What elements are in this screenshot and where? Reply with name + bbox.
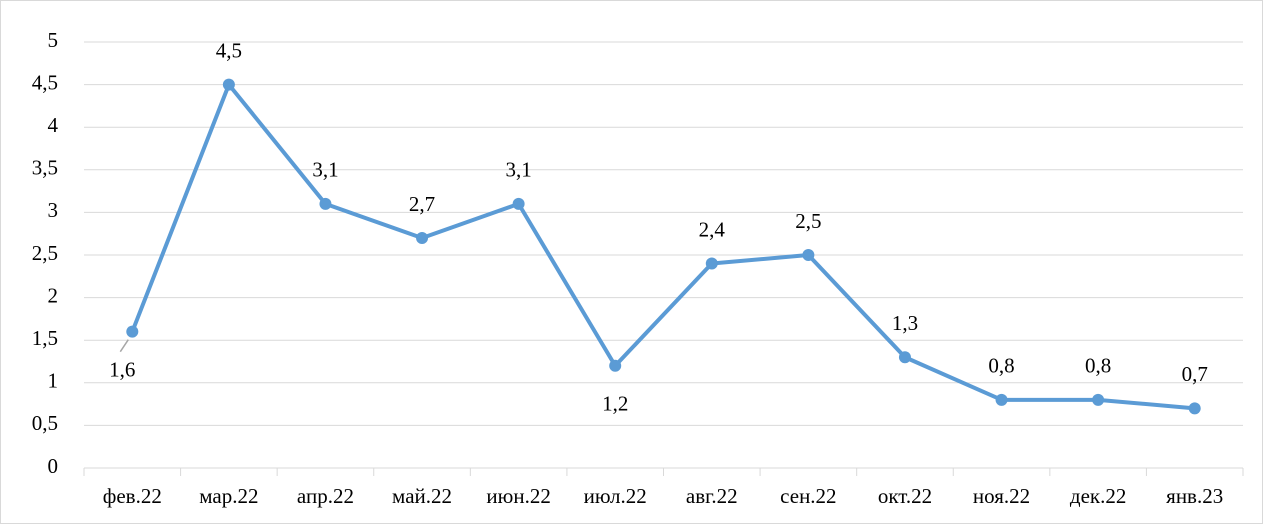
x-tick-label: июн.22	[486, 484, 550, 508]
y-tick-label: 0,5	[32, 411, 58, 435]
data-point	[802, 249, 815, 261]
x-tick-label: сен.22	[780, 484, 836, 508]
y-tick-label: 4,5	[32, 70, 58, 94]
data-point	[512, 197, 525, 210]
x-tick-label: ноя.22	[973, 484, 1030, 508]
data-label: 2,4	[699, 217, 726, 241]
data-point	[705, 257, 718, 270]
data-point	[126, 325, 139, 338]
data-label: 1,2	[602, 392, 628, 416]
y-tick-label: 0	[48, 454, 59, 478]
x-tick-label: апр.22	[297, 484, 354, 508]
y-tick-label: 2,5	[32, 241, 58, 265]
data-point	[319, 197, 332, 210]
data-label: 0,8	[988, 354, 1014, 378]
series-line	[130, 82, 1195, 411]
y-tick-label: 4	[48, 113, 59, 137]
y-tick-label: 2	[48, 283, 59, 307]
x-tick-label: янв.23	[1166, 484, 1223, 508]
leader-line	[119, 339, 129, 353]
data-point	[416, 231, 429, 244]
data-label: 1,6	[109, 357, 135, 381]
x-tick-label: июл.22	[584, 484, 647, 508]
data-label: 2,5	[795, 209, 821, 233]
data-point	[898, 351, 911, 364]
x-tick-label: дек.22	[1070, 484, 1126, 508]
y-tick-label: 1,5	[32, 326, 58, 350]
data-label: 3,1	[506, 158, 532, 182]
data-point	[995, 393, 1008, 406]
data-label: 2,7	[409, 192, 435, 216]
x-tick-label: мар.22	[199, 484, 258, 508]
y-tick-label: 3,5	[32, 156, 58, 180]
data-point	[222, 78, 235, 91]
data-label: 0,7	[1182, 362, 1208, 386]
data-label: 1,3	[892, 311, 918, 335]
y-tick-label: 3	[48, 198, 59, 222]
x-tick-label: окт.22	[878, 484, 932, 508]
data-point	[1188, 402, 1201, 415]
x-tick-label: фев.22	[103, 484, 162, 508]
data-point	[1092, 393, 1105, 406]
y-tick-label: 1	[48, 369, 59, 393]
data-point	[609, 359, 622, 372]
data-label: 3,1	[312, 158, 338, 182]
data-label: 4,5	[216, 38, 242, 62]
data-label: 0,8	[1085, 354, 1111, 378]
x-tick-label: авг.22	[686, 484, 738, 508]
y-tick-label: 5	[48, 28, 59, 52]
x-tick-label: май.22	[392, 484, 452, 508]
